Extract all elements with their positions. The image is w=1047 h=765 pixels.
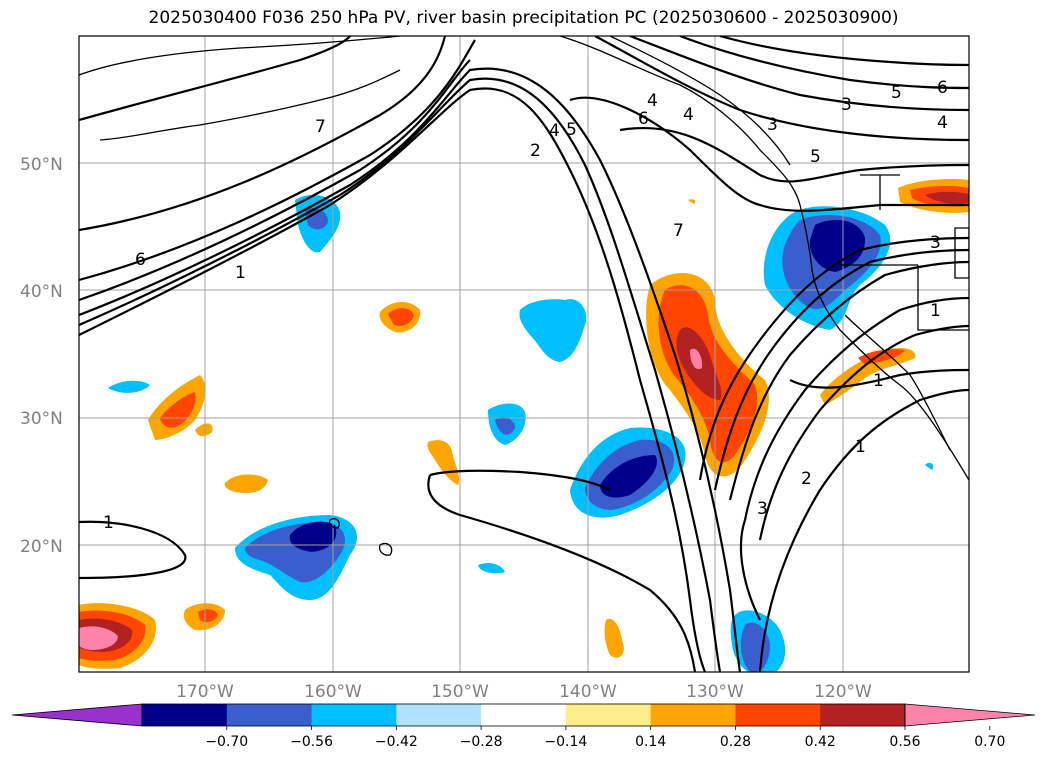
contour-label: 4 <box>937 113 948 133</box>
colorbar-segment <box>820 704 906 726</box>
colorbar-segment <box>142 704 228 726</box>
map-panel <box>79 36 969 672</box>
contour-label: 5 <box>810 147 821 167</box>
lon-label: 170°W <box>176 682 234 702</box>
contour-labels: 7 6 1 2 4 5 6 7 4 3 4 3 5 6 4 5 3 1 1 1 … <box>103 78 948 533</box>
longitude-labels: 170°W 160°W 150°W 140°W 130°W 120°W <box>176 682 872 702</box>
map-title: 2025030400 F036 250 hPa PV, river basin … <box>148 8 899 28</box>
colorbar-tick-label: 0.56 <box>889 734 920 750</box>
lat-label: 40°N <box>20 282 63 302</box>
contour-label: 7 <box>673 221 684 241</box>
lon-label: 150°W <box>431 682 489 702</box>
colorbar-tick-label: −0.14 <box>544 734 587 750</box>
contour-label: 4 <box>683 105 694 125</box>
contour-label: 1 <box>930 301 941 321</box>
colorbar: −0.70 −0.56 −0.42 −0.28 −0.14 0.14 0.28 0.42 0.5… <box>11 703 1036 750</box>
colorbar-segment <box>735 704 821 726</box>
lat-label: 50°N <box>20 155 63 175</box>
graticule <box>79 36 969 672</box>
colorbar-extend-high <box>904 703 1036 727</box>
contour-label: 3 <box>757 499 768 519</box>
contour-label: 6 <box>135 250 146 270</box>
contour-label: 3 <box>841 95 852 115</box>
colorbar-segment <box>481 704 567 726</box>
lon-label: 160°W <box>304 682 362 702</box>
lat-label: 30°N <box>20 409 63 429</box>
contour-label: 2 <box>801 469 812 489</box>
contour-label: 1 <box>855 437 866 457</box>
contour-label: 5 <box>566 120 577 140</box>
contour-label: 3 <box>767 115 778 135</box>
colorbar-tick-label: 0.14 <box>635 734 666 750</box>
colorbar-tick-label: 0.28 <box>720 734 751 750</box>
lat-label: 20°N <box>20 537 63 557</box>
colorbar-segment <box>396 704 482 726</box>
colorbar-tick-label: 0.42 <box>805 734 836 750</box>
colorbar-segment <box>565 704 652 726</box>
pv-contours <box>79 36 969 672</box>
colorbar-tick-label: −0.56 <box>290 734 333 750</box>
contour-label: 4 <box>549 121 560 141</box>
contour-label: 4 <box>647 91 658 111</box>
lon-label: 130°W <box>686 682 744 702</box>
precip-shading <box>79 178 969 672</box>
contour-label: 1 <box>103 513 114 533</box>
colorbar-tick-label: 0.70 <box>974 734 1005 750</box>
latitude-labels: 50°N 40°N 30°N 20°N <box>20 155 63 557</box>
lon-label: 140°W <box>559 682 617 702</box>
contour-label: 1 <box>235 263 246 283</box>
colorbar-extend-low <box>11 703 143 727</box>
contour-label: 6 <box>937 78 948 98</box>
lon-label: 120°W <box>814 682 872 702</box>
colorbar-outline <box>141 703 906 727</box>
colorbar-segment <box>311 704 397 726</box>
contour-label: 2 <box>530 141 541 161</box>
colorbar-tick-label: −0.70 <box>205 734 248 750</box>
colorbar-segment <box>226 704 313 726</box>
map-border <box>78 35 970 673</box>
colorbar-tick-label: −0.28 <box>460 734 503 750</box>
contour-label: 6 <box>638 109 649 129</box>
contour-label: 5 <box>891 83 902 103</box>
contour-label: 1 <box>873 371 884 391</box>
contour-label: 3 <box>930 233 941 253</box>
pv-contour-1 <box>79 520 187 580</box>
contour-label: 7 <box>315 117 326 137</box>
colorbar-segment <box>650 704 736 726</box>
colorbar-tick-label: −0.42 <box>375 734 418 750</box>
